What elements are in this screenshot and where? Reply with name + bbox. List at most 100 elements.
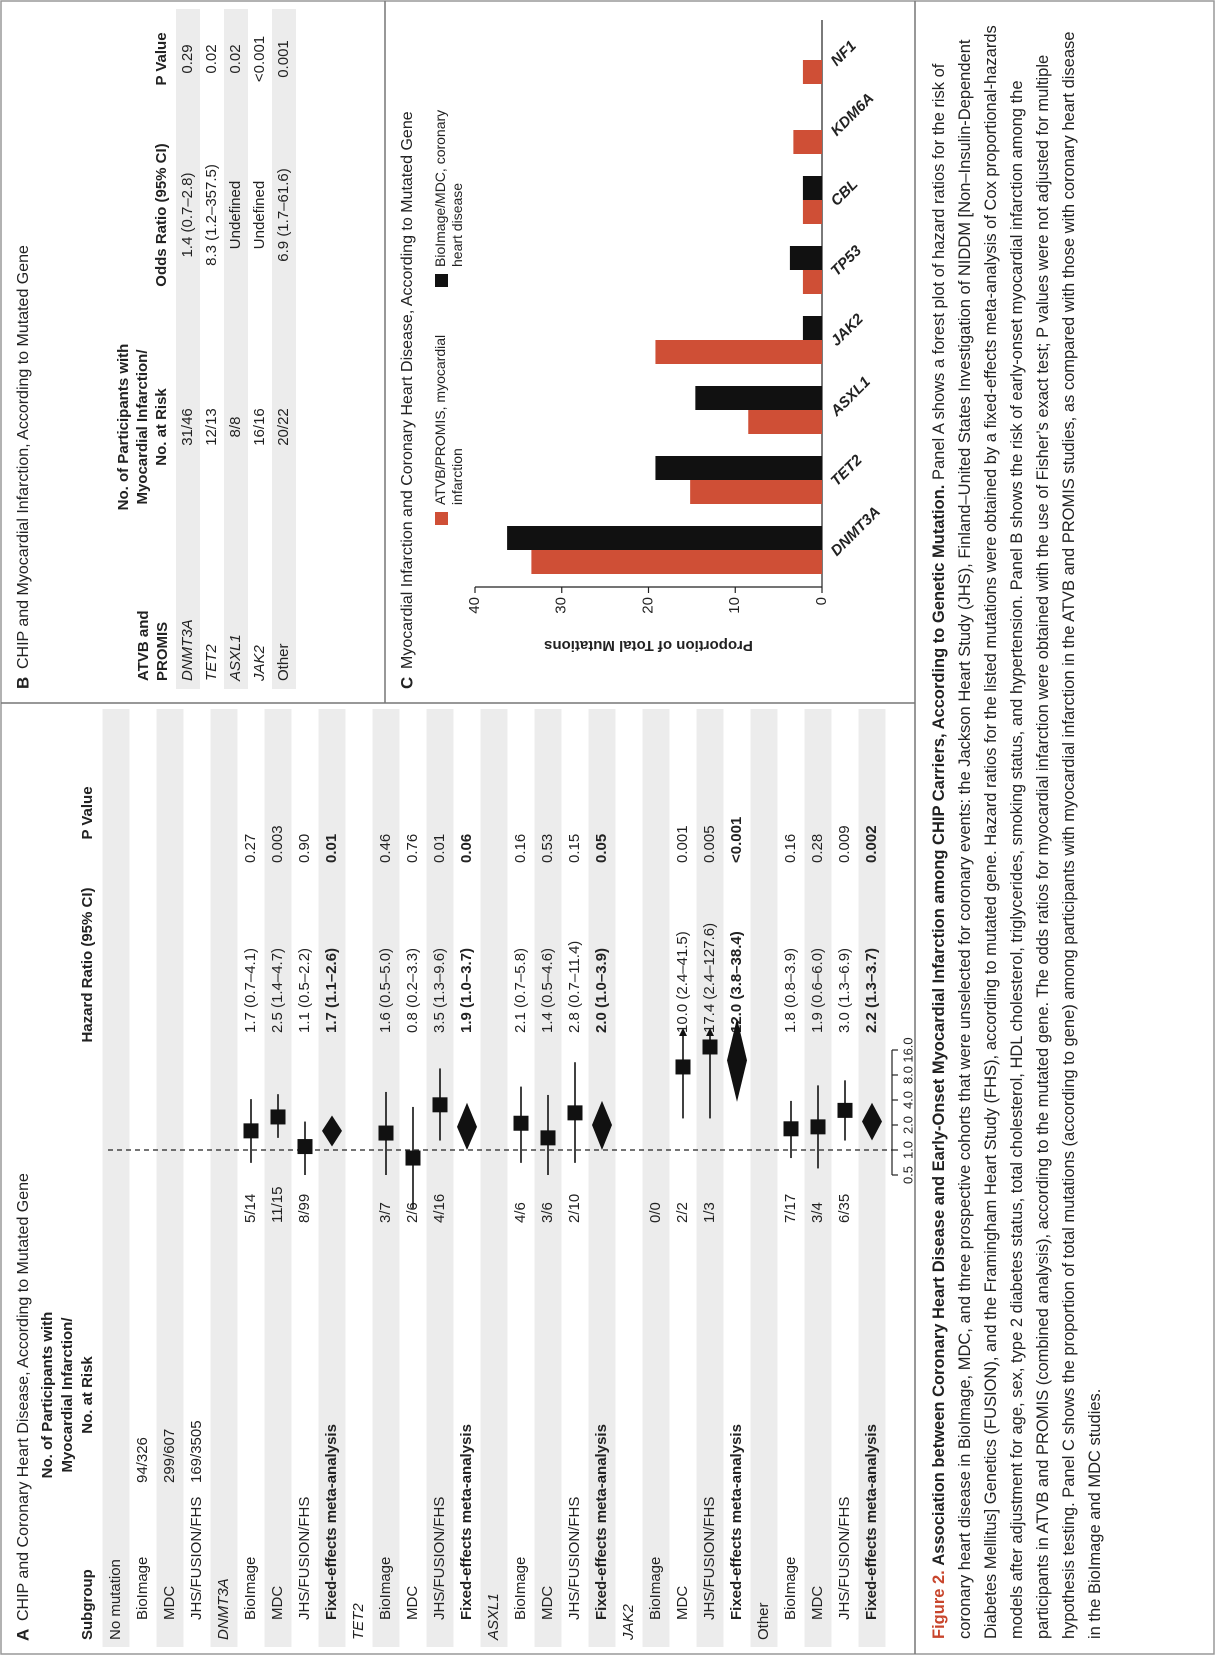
count: 0/0 [647,1202,664,1223]
panel-title: Myocardial Infarction and Coronary Heart… [399,111,416,669]
panel-label: B [13,677,32,689]
x-tick-label: JAK2 [828,310,868,350]
point-estimate [675,1059,691,1075]
row-shade [176,9,200,689]
legend-label: ATVB/PROMIS, myocardial infarction [432,334,465,505]
bar [802,316,822,340]
column-header: Myocardial Infarction/ [59,1317,76,1473]
p-value: <0.001 [728,817,745,863]
count: 169/3505 [188,1420,205,1483]
point-estimate [405,1150,421,1166]
bar [748,410,823,434]
ci-arrow [706,1028,714,1036]
x-tick-label: 1.0 [900,1141,915,1159]
summary-diamond [862,1102,882,1141]
legend-label: BioImage/MDC, coronary heart disease [432,109,465,267]
row-label: Fixed-effects meta-analysis [458,1424,475,1620]
count: 2/10 [566,1194,583,1223]
caption: Figure 2. Association between Coronary H… [926,17,1108,1639]
y-tick-label: 20 [639,597,656,614]
row-shade [102,709,130,1647]
count: 1/3 [701,1202,718,1223]
point-estimate [432,1097,448,1113]
count: 31/46 [179,408,196,446]
count: 8/8 [227,417,244,438]
count: 2/2 [674,1202,691,1223]
row-label: BioImage [134,1557,151,1620]
column-header: No. of Participants with [115,344,132,511]
bar [802,60,822,84]
column-header: Odds Ratio (95% CI) [153,143,170,286]
count: 6/35 [836,1194,853,1223]
row-label: MDC [539,1586,556,1620]
point-estimate [810,1119,826,1135]
count: 8/99 [296,1194,313,1223]
bar [793,130,822,154]
p-value: <0.001 [251,36,268,82]
row-label: Fixed-effects meta-analysis [728,1424,745,1620]
x-tick-label: 4.0 [900,1091,915,1109]
row-label: JHS/FUSION/FHS [188,1497,205,1620]
row-label: JHS/FUSION/FHS [701,1497,718,1620]
group-label: ASXL1 [485,1593,502,1641]
x-tick-label: 16.0 [900,1037,915,1062]
odds-ratio: 1.4 (0.7–2.8) [179,172,196,257]
p-value: 0.003 [269,825,286,863]
hazard-ratio: 0.8 (0.2–3.3) [404,948,421,1033]
row-label: JHS/FUSION/FHS [296,1497,313,1620]
panel-label: C [397,677,416,689]
point-estimate [378,1125,394,1141]
legend-swatch [435,512,448,525]
x-tick-label: 2.0 [900,1116,915,1134]
gene: Other [275,643,292,681]
gene: ASXL1 [227,634,244,682]
point-estimate [243,1123,259,1139]
panel-title: CHIP and Coronary Heart Disease, Accordi… [15,1173,32,1621]
p-value: 0.16 [782,834,799,863]
point-estimate [270,1109,286,1125]
row-label: BioImage [242,1557,259,1620]
x-tick-label: DNMT3A [828,503,884,559]
group-label: JAK2 [620,1603,637,1641]
caption-title: Association between Coronary Heart Disea… [930,484,948,1566]
row-label: BioImage [377,1557,394,1620]
hazard-ratio: 1.9 (0.6–6.0) [809,948,826,1033]
point-estimate [540,1130,556,1146]
count: 4/16 [431,1194,448,1223]
row-label: Fixed-effects meta-analysis [593,1424,610,1620]
x-tick-label: CBL [828,176,862,210]
row-shade [534,709,562,1647]
row-shade [480,709,508,1647]
hazard-ratio: 2.2 (1.3–3.7) [863,948,880,1033]
p-value: 0.90 [296,834,313,863]
row-shade [858,709,886,1647]
count: 12/13 [203,408,220,446]
hazard-ratio: 1.7 (0.7–4.1) [242,948,259,1033]
summary-diamond [727,1018,747,1102]
group-label: DNMT3A [215,1578,232,1640]
x-tick-label: TP53 [828,242,866,280]
odds-ratio: 8.3 (1.2–357.5) [203,164,220,266]
row-shade [210,709,238,1647]
p-value: 0.01 [431,834,448,863]
p-value: 0.06 [458,834,475,863]
hazard-ratio: 2.8 (0.7–11.4) [566,941,583,1033]
column-header: Myocardial Infarction/ [134,349,151,505]
x-tick-label: 0.5 [900,1166,915,1184]
column-header: ATVB and [135,610,152,681]
row-shade [272,9,296,689]
group-label: No mutation [107,1559,124,1640]
count: 3/7 [377,1202,394,1223]
hazard-ratio: 10.0 (2.4–41.5) [674,931,691,1033]
row-label: MDC [404,1586,421,1620]
hazard-ratio: 17.4 (2.4–127.6) [701,923,718,1033]
count: 299/607 [161,1429,178,1483]
p-value: 0.76 [404,834,421,863]
hazard-ratio: 2.0 (1.0–3.9) [593,948,610,1033]
p-value: 0.53 [539,834,556,863]
column-header: Subgroup [79,1569,96,1640]
hazard-ratio: 1.9 (1.0–3.7) [458,948,475,1033]
y-tick-label: 40 [466,597,483,614]
count: 7/17 [782,1194,799,1223]
